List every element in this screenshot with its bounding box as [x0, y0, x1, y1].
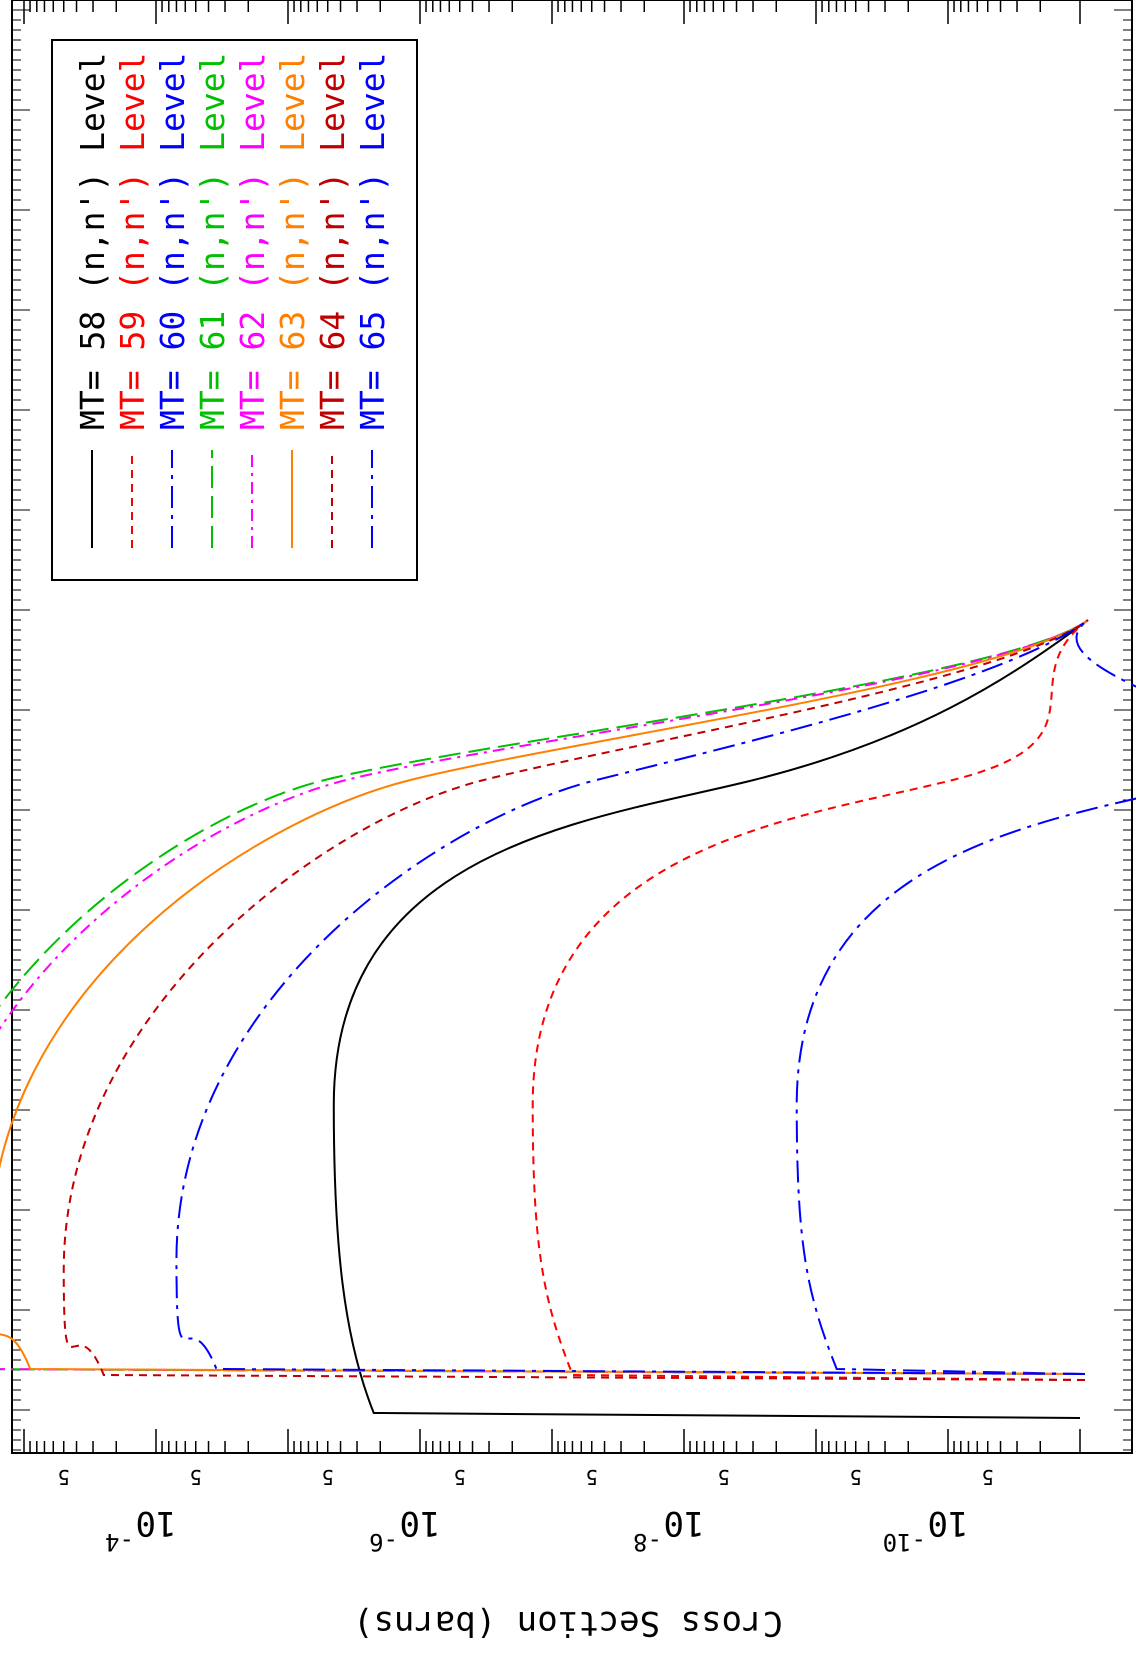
y-tick-label: 10-10 — [883, 1503, 969, 1556]
axis-ticks — [12, 0, 1132, 1453]
legend-entry: MT= 59 (n,n') Level — [113, 53, 152, 431]
y-minor-tick-label: 5 — [190, 1465, 202, 1489]
legend-entry: MT= 62 (n,n') Level — [233, 53, 272, 431]
legend-entry: MT= 58 (n,n') Level — [73, 53, 112, 431]
y-tick-label-exponent: -4 — [105, 1528, 134, 1556]
legend-box — [51, 39, 418, 581]
series-curve — [0, 619, 1089, 1375]
y-minor-tick-label: 5 — [58, 1465, 70, 1489]
y-minor-tick-label: 5 — [982, 1465, 994, 1489]
y-tick-label-base: 10 — [136, 1503, 177, 1543]
legend-entry: MT= 61 (n,n') Level — [193, 53, 232, 431]
y-tick-label-exponent: -10 — [883, 1528, 926, 1556]
y-tick-label: 10-6 — [369, 1503, 440, 1556]
curves — [0, 619, 1136, 1419]
series-curve — [0, 619, 1089, 1375]
y-tick-label-exponent: -6 — [369, 1528, 398, 1556]
y-minor-tick-label: 5 — [850, 1465, 862, 1489]
legend: MT= 58 (n,n') Level MT= 59 (n,n') Level MT… — [51, 39, 418, 581]
y-axis-title: Cross Section (barns) — [353, 1603, 783, 1643]
series-curve — [0, 619, 1089, 1375]
series-curve — [795, 619, 1136, 1375]
y-tick-label: 10-8 — [633, 1503, 704, 1556]
y-tick-label-base: 10 — [664, 1503, 705, 1543]
series-curve — [62, 619, 1089, 1381]
legend-entry: MT= 64 (n,n') Level — [313, 53, 352, 431]
y-tick-label-base: 10 — [400, 1503, 441, 1543]
y-tick-label-exponent: -8 — [633, 1528, 662, 1556]
series-curve — [332, 619, 1089, 1419]
y-minor-tick-label: 5 — [586, 1465, 598, 1489]
y-minor-tick-label: 5 — [322, 1465, 334, 1489]
series-curve — [175, 619, 1089, 1375]
legend-entry: MT= 65 (n,n') Level — [353, 53, 392, 431]
series-curve — [531, 619, 1089, 1381]
y-tick-label-base: 10 — [928, 1503, 969, 1543]
y-minor-tick-label: 5 — [718, 1465, 730, 1489]
legend-entry: MT= 60 (n,n') Level — [153, 53, 192, 431]
legend-entry: MT= 63 (n,n') Level — [273, 53, 312, 431]
y-minor-tick-label: 5 — [454, 1465, 466, 1489]
y-tick-label: 10-4 — [105, 1503, 176, 1556]
